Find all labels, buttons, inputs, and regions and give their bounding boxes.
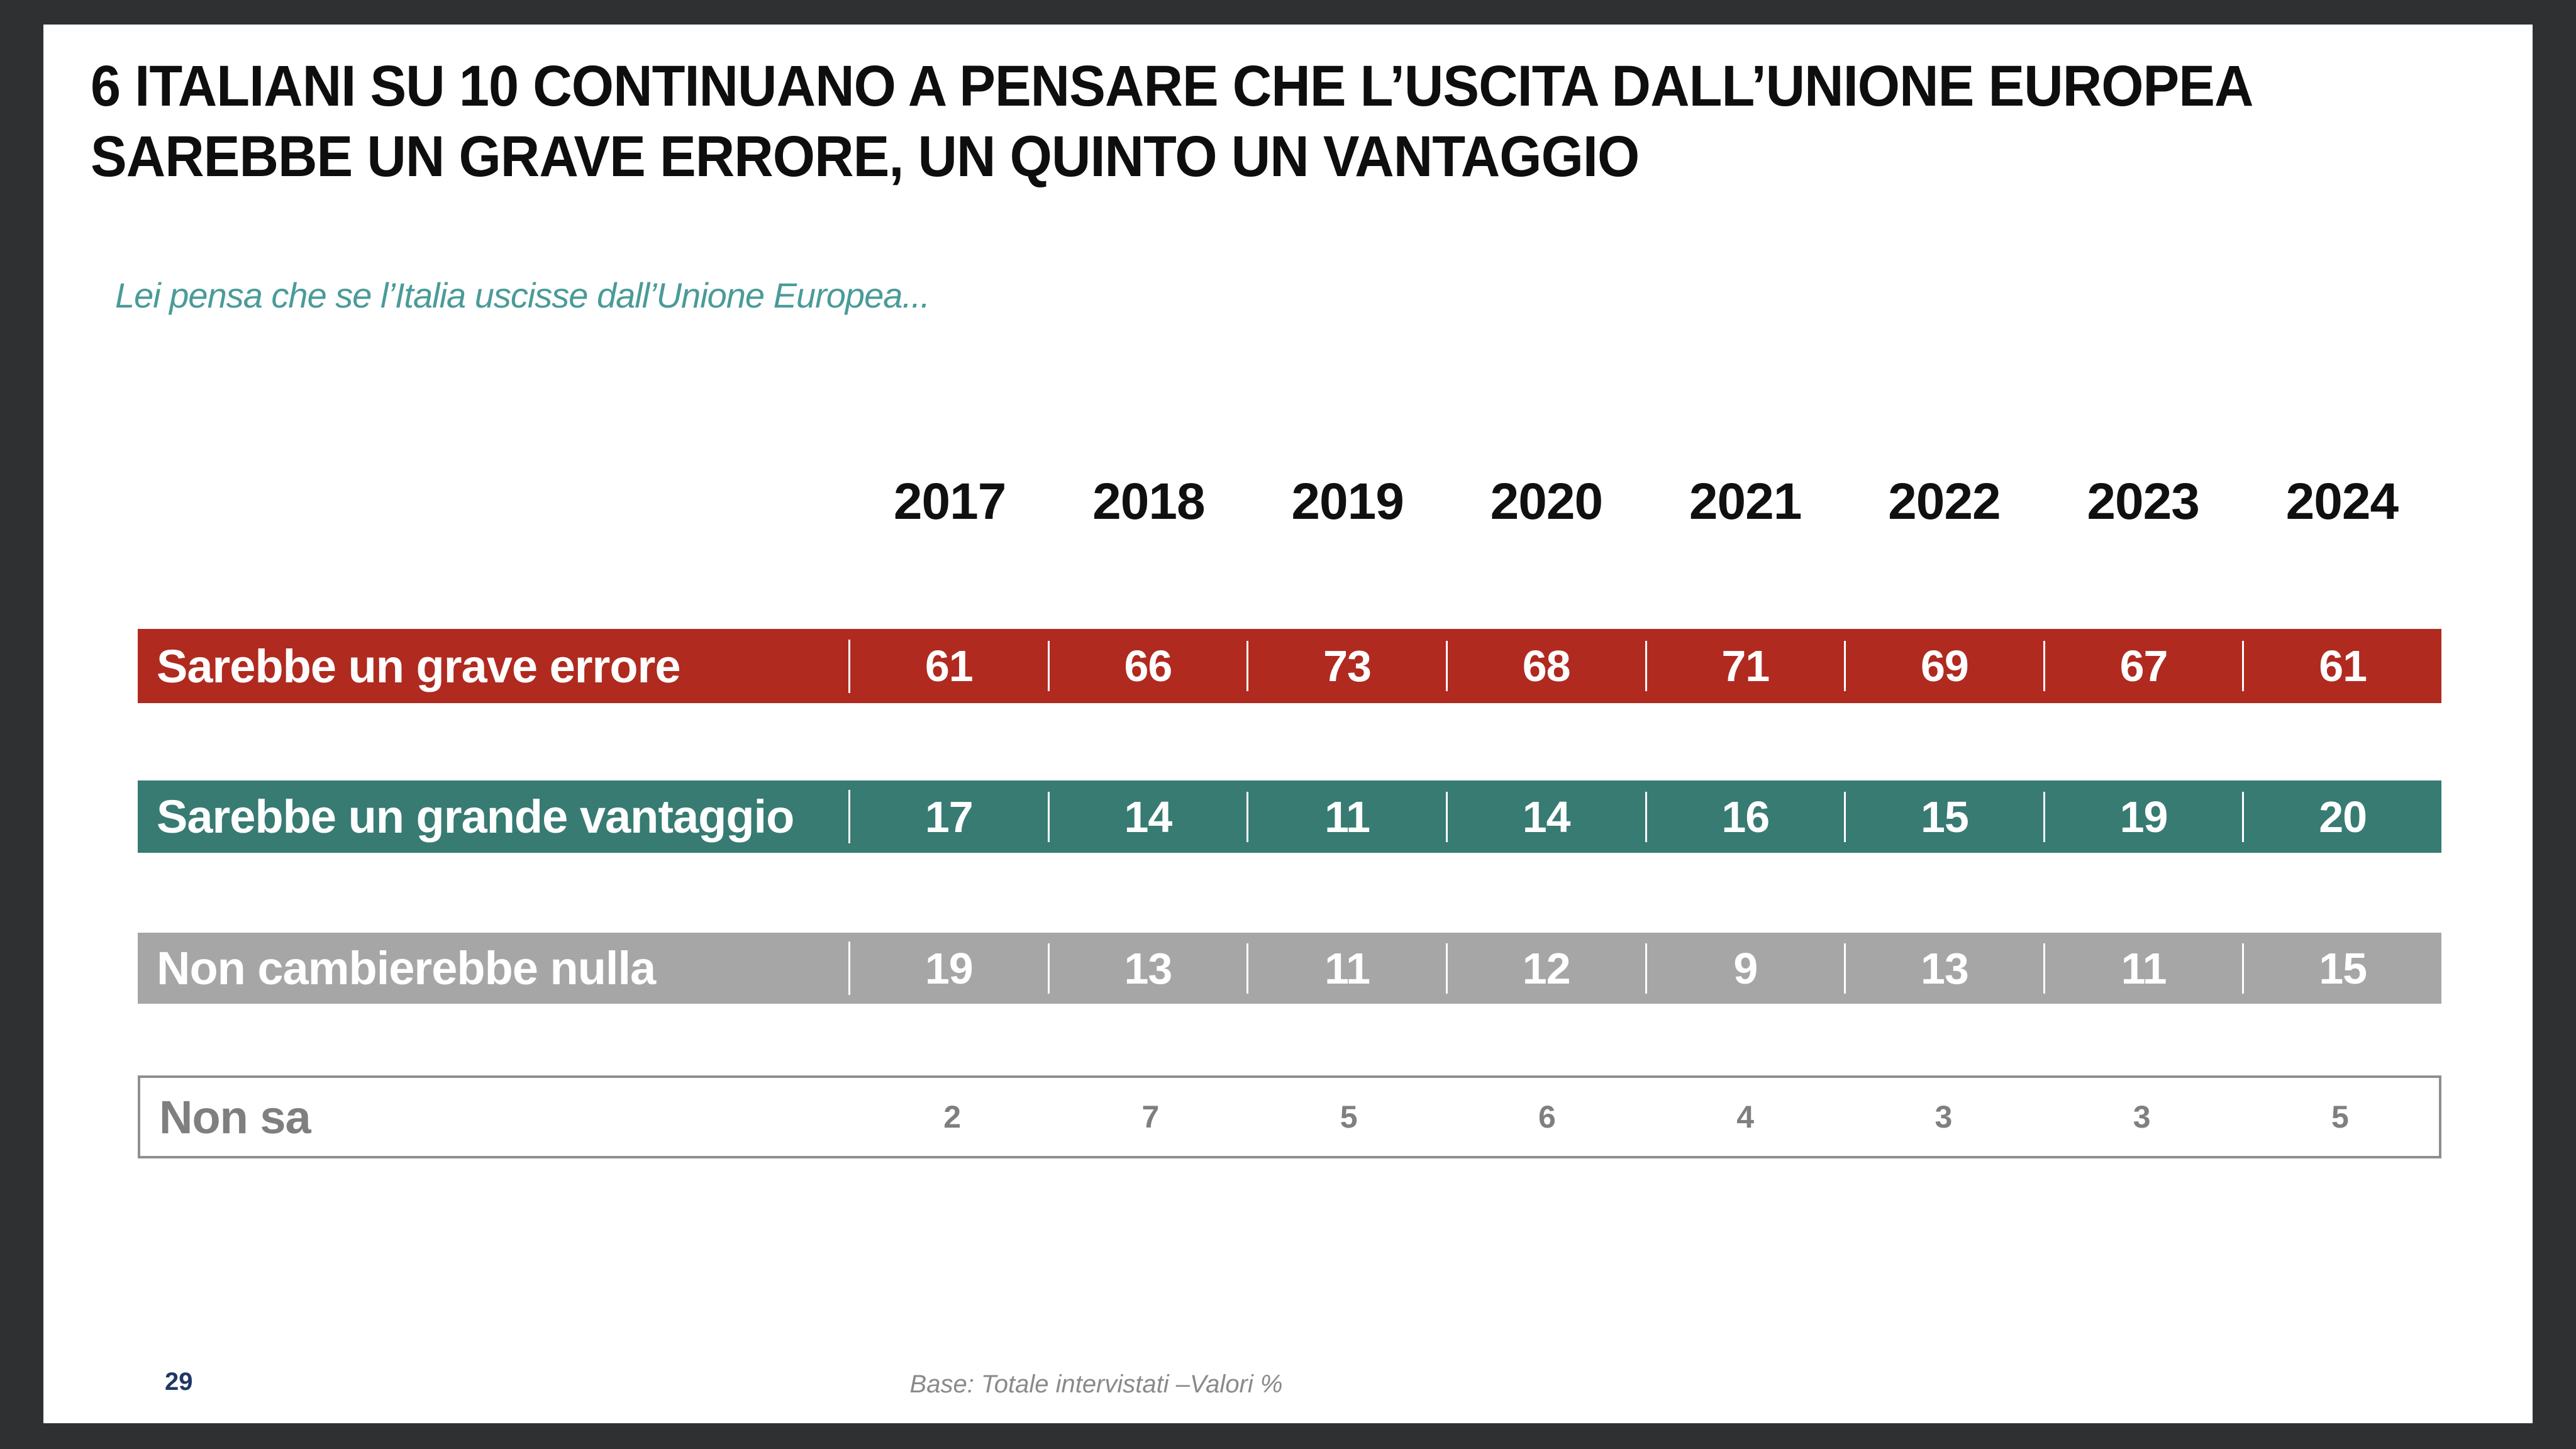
value-cell: 68 bbox=[1445, 641, 1645, 691]
value-cell: 20 bbox=[2242, 791, 2441, 842]
value-cell: 66 bbox=[1047, 641, 1247, 691]
table-row: Non cambierebbe nulla 19 13 11 12 9 13 11 15 bbox=[138, 933, 2441, 1004]
row-label: Sarebbe un grave errore bbox=[138, 639, 850, 693]
value-cell: 12 bbox=[1445, 943, 1645, 994]
row-label: Sarebbe un grande vantaggio bbox=[138, 790, 850, 843]
value-cell: 19 bbox=[2043, 791, 2243, 842]
year-header: 2024 bbox=[2285, 473, 2399, 530]
value-cell: 61 bbox=[2242, 641, 2441, 691]
value-cell: 6 bbox=[1538, 1099, 1556, 1135]
value-cell: 13 bbox=[1047, 943, 1247, 994]
value-cell: 5 bbox=[2331, 1099, 2349, 1135]
table-row: Non sa 2 7 5 6 4 3 3 5 bbox=[138, 1075, 2441, 1158]
presentation-slide: 6 ITALIANI SU 10 CONTINUANO A PENSARE CH… bbox=[43, 25, 2533, 1423]
base-footnote: Base: Totale intervistati –Valori % bbox=[909, 1370, 1283, 1398]
value-cell: 9 bbox=[1645, 943, 1845, 994]
value-cell: 19 bbox=[924, 943, 974, 993]
value-cell: 15 bbox=[2242, 943, 2441, 994]
year-header: 2017 bbox=[893, 473, 1006, 530]
value-cell: 3 bbox=[2133, 1099, 2151, 1135]
table-row: Sarebbe un grande vantaggio 17 14 11 14 16 15 1… bbox=[138, 780, 2441, 853]
value-cell: 14 bbox=[1445, 791, 1645, 842]
year-header-row: 2017 2018 2019 2020 2021 2022 2023 2024 bbox=[138, 472, 2441, 531]
value-cell: 11 bbox=[1246, 943, 1446, 994]
year-header: 2020 bbox=[1490, 473, 1603, 530]
value-cell: 69 bbox=[1844, 641, 2043, 691]
row-label: Non cambierebbe nulla bbox=[138, 941, 850, 995]
value-cell: 61 bbox=[924, 641, 974, 691]
value-cell: 71 bbox=[1645, 641, 1845, 691]
slide-title: 6 ITALIANI SU 10 CONTINUANO A PENSARE CH… bbox=[91, 54, 2251, 189]
value-cell: 14 bbox=[1047, 791, 1247, 842]
year-header: 2021 bbox=[1689, 473, 1802, 530]
value-cell: 7 bbox=[1141, 1099, 1159, 1135]
page-number: 29 bbox=[165, 1368, 193, 1396]
value-cell: 73 bbox=[1246, 641, 1446, 691]
year-header: 2018 bbox=[1092, 473, 1205, 530]
table-row: Sarebbe un grave errore 61 66 73 68 71 69 67 61 bbox=[138, 629, 2441, 703]
value-cell: 3 bbox=[1935, 1099, 1952, 1135]
year-header: 2023 bbox=[2087, 473, 2199, 530]
value-cell: 11 bbox=[2043, 943, 2243, 994]
value-cell: 17 bbox=[924, 792, 974, 841]
value-cell: 4 bbox=[1736, 1099, 1754, 1135]
value-cell: 5 bbox=[1340, 1099, 1358, 1135]
value-cell: 13 bbox=[1844, 943, 2043, 994]
value-cell: 67 bbox=[2043, 641, 2243, 691]
survey-question: Lei pensa che se l’Italia uscisse dall’U… bbox=[115, 275, 930, 315]
year-header: 2019 bbox=[1291, 473, 1404, 530]
value-cell: 2 bbox=[943, 1099, 961, 1135]
value-cell: 15 bbox=[1844, 791, 2043, 842]
value-cell: 11 bbox=[1246, 791, 1446, 842]
value-cell: 16 bbox=[1645, 791, 1845, 842]
year-header: 2022 bbox=[1888, 473, 2001, 530]
row-label: Non sa bbox=[159, 1091, 311, 1143]
